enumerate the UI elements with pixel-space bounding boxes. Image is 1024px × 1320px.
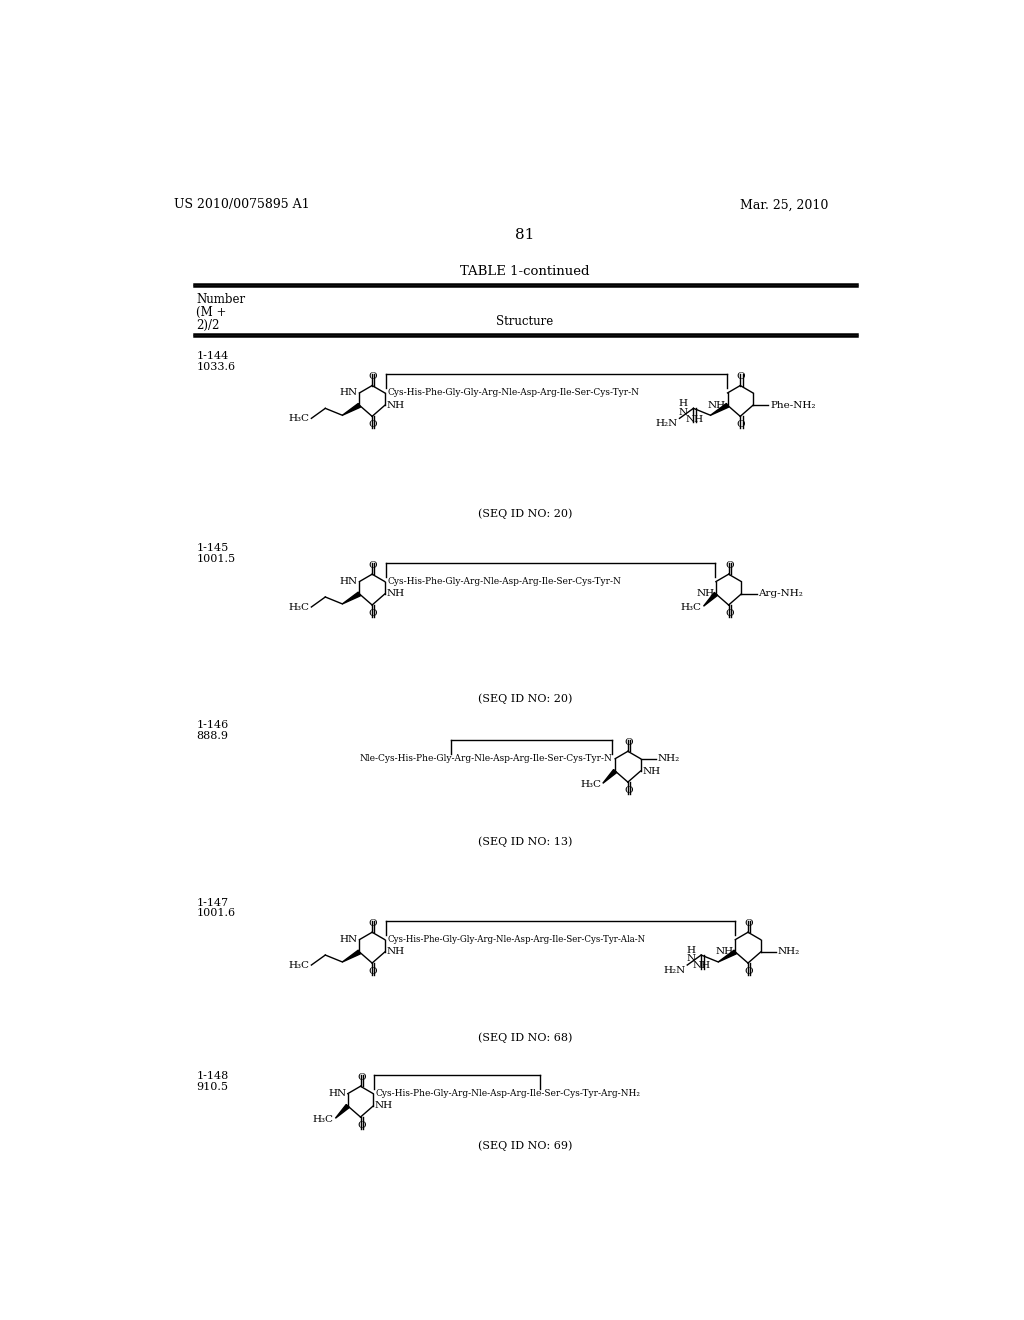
Text: NH₂: NH₂	[657, 754, 680, 763]
Text: H₃C: H₃C	[289, 961, 310, 970]
Text: HN: HN	[340, 577, 357, 586]
Text: NH: NH	[696, 590, 715, 598]
Text: NH: NH	[386, 401, 404, 409]
Text: 1001.5: 1001.5	[197, 554, 236, 564]
Text: TABLE 1-continued: TABLE 1-continued	[460, 264, 590, 277]
Text: NH: NH	[716, 948, 734, 957]
Polygon shape	[336, 1105, 349, 1118]
Text: O: O	[625, 787, 633, 795]
Text: NH: NH	[708, 401, 726, 409]
Text: N: N	[679, 408, 688, 417]
Polygon shape	[711, 404, 729, 416]
Text: 1-148: 1-148	[197, 1071, 228, 1081]
Text: Structure: Structure	[497, 315, 553, 329]
Text: O: O	[736, 421, 745, 429]
Text: H: H	[687, 946, 695, 954]
Text: O: O	[357, 1073, 366, 1082]
Text: (M +: (M +	[197, 306, 226, 319]
Text: 888.9: 888.9	[197, 731, 228, 742]
Text: NH: NH	[386, 948, 404, 957]
Text: NH: NH	[693, 961, 711, 970]
Text: O: O	[369, 372, 377, 381]
Text: NH: NH	[375, 1101, 393, 1110]
Text: H₃C: H₃C	[581, 780, 601, 788]
Text: HN: HN	[340, 935, 357, 944]
Polygon shape	[718, 950, 736, 962]
Text: 910.5: 910.5	[197, 1081, 228, 1092]
Text: 1-146: 1-146	[197, 721, 228, 730]
Text: H₂N: H₂N	[655, 420, 678, 428]
Text: Cys-His-Phe-Gly-Arg-Nle-Asp-Arg-Ile-Ser-Cys-Tyr-Arg-NH₂: Cys-His-Phe-Gly-Arg-Nle-Asp-Arg-Ile-Ser-…	[376, 1089, 641, 1098]
Text: O: O	[725, 609, 734, 618]
Text: N: N	[686, 954, 695, 964]
Text: O: O	[725, 561, 734, 570]
Text: (SEQ ID NO: 69): (SEQ ID NO: 69)	[477, 1140, 572, 1151]
Text: H: H	[679, 399, 688, 408]
Text: HN: HN	[340, 388, 357, 397]
Text: 1033.6: 1033.6	[197, 362, 236, 372]
Text: 2)/2: 2)/2	[197, 319, 219, 333]
Text: 1-144: 1-144	[197, 351, 228, 360]
Text: NH: NH	[386, 590, 404, 598]
Polygon shape	[342, 950, 360, 962]
Text: H₂N: H₂N	[664, 966, 686, 975]
Text: Cys-His-Phe-Gly-Gly-Arg-Nle-Asp-Arg-Ile-Ser-Cys-Tyr-Ala-N: Cys-His-Phe-Gly-Gly-Arg-Nle-Asp-Arg-Ile-…	[387, 935, 645, 944]
Text: O: O	[625, 738, 633, 747]
Text: NH: NH	[642, 767, 660, 776]
Text: O: O	[369, 919, 377, 928]
Polygon shape	[342, 404, 360, 416]
Text: (SEQ ID NO: 13): (SEQ ID NO: 13)	[477, 836, 572, 846]
Polygon shape	[603, 770, 616, 783]
Text: O: O	[744, 968, 753, 977]
Text: Mar. 25, 2010: Mar. 25, 2010	[740, 198, 828, 211]
Text: H₃C: H₃C	[313, 1114, 334, 1123]
Text: NH₂: NH₂	[778, 948, 800, 957]
Text: 1-147: 1-147	[197, 898, 228, 908]
Text: NH: NH	[685, 414, 703, 424]
Text: Phe-NH₂: Phe-NH₂	[770, 401, 815, 409]
Text: Arg-NH₂: Arg-NH₂	[759, 590, 803, 598]
Polygon shape	[342, 593, 360, 605]
Text: Cys-His-Phe-Gly-Gly-Arg-Nle-Asp-Arg-Ile-Ser-Cys-Tyr-N: Cys-His-Phe-Gly-Gly-Arg-Nle-Asp-Arg-Ile-…	[387, 388, 639, 397]
Text: Number: Number	[197, 293, 246, 306]
Text: H₃C: H₃C	[289, 602, 310, 611]
Text: Cys-His-Phe-Gly-Arg-Nle-Asp-Arg-Ile-Ser-Cys-Tyr-N: Cys-His-Phe-Gly-Arg-Nle-Asp-Arg-Ile-Ser-…	[387, 577, 621, 586]
Text: O: O	[369, 609, 377, 618]
Text: H₃C: H₃C	[681, 602, 702, 611]
Text: O: O	[736, 372, 745, 381]
Text: Nle-Cys-His-Phe-Gly-Arg-Nle-Asp-Arg-Ile-Ser-Cys-Tyr-N: Nle-Cys-His-Phe-Gly-Arg-Nle-Asp-Arg-Ile-…	[360, 754, 612, 763]
Text: H₃C: H₃C	[289, 414, 310, 422]
Text: O: O	[369, 968, 377, 977]
Text: O: O	[369, 421, 377, 429]
Text: US 2010/0075895 A1: US 2010/0075895 A1	[174, 198, 310, 211]
Text: O: O	[357, 1121, 366, 1130]
Text: O: O	[744, 919, 753, 928]
Text: HN: HN	[328, 1089, 346, 1098]
Text: (SEQ ID NO: 68): (SEQ ID NO: 68)	[477, 1032, 572, 1043]
Text: (SEQ ID NO: 20): (SEQ ID NO: 20)	[477, 693, 572, 704]
Text: 1001.6: 1001.6	[197, 908, 236, 919]
Text: O: O	[369, 561, 377, 570]
Polygon shape	[703, 593, 718, 606]
Text: 1-145: 1-145	[197, 544, 228, 553]
Text: (SEQ ID NO: 20): (SEQ ID NO: 20)	[477, 508, 572, 519]
Text: 81: 81	[515, 227, 535, 242]
